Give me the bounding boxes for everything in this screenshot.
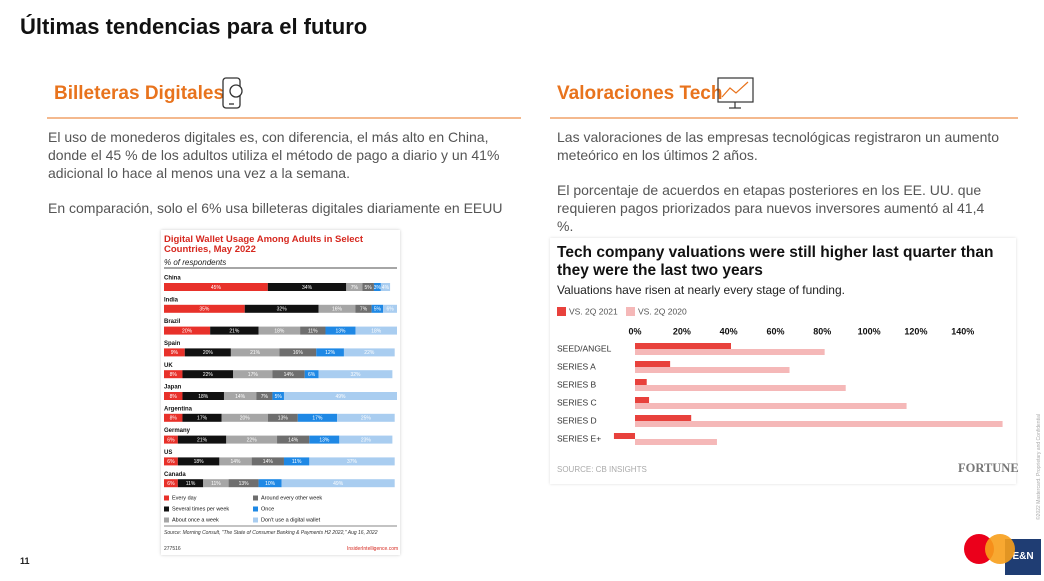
chart-brand: FORTUNE bbox=[958, 461, 1019, 475]
chart-icon bbox=[717, 77, 754, 109]
paragraph: El uso de monederos digitales es, con di… bbox=[48, 129, 500, 181]
page-number: 11 bbox=[20, 556, 30, 566]
badge: E&N bbox=[1005, 539, 1041, 575]
chart-subtitle: Valuations have risen at nearly every st… bbox=[557, 283, 845, 297]
chart-card bbox=[161, 230, 400, 555]
chart-code: 277516 bbox=[164, 546, 181, 552]
paragraph: Las valoraciones de las empresas tecnoló… bbox=[557, 129, 1000, 163]
legal-note: ©2022 Mastercard. Proprietary and Confid… bbox=[1036, 414, 1042, 520]
chart-source: SOURCE: CB INSIGHTS bbox=[557, 465, 647, 474]
logo-circle bbox=[964, 534, 994, 564]
wallet-icon bbox=[222, 77, 243, 109]
chart-site: InsiderIntelligence.com bbox=[347, 546, 399, 552]
slide-title: Últimas tendencias para el futuro bbox=[20, 14, 368, 39]
chart-title: Tech company valuations were still highe… bbox=[557, 244, 994, 279]
chart-title: Digital Wallet Usage Among Adults in Sel… bbox=[164, 234, 363, 255]
paragraph: En comparación, solo el 6% usa billetera… bbox=[48, 200, 503, 216]
chart-subtitle: % of respondents bbox=[164, 258, 227, 267]
paragraph: El porcentaje de acuerdos en etapas post… bbox=[557, 182, 985, 234]
section-heading: Billeteras Digitales bbox=[54, 83, 225, 104]
chart-source: Source: Morning Consult, "The State of C… bbox=[164, 530, 378, 536]
section-heading: Valoraciones Tech bbox=[557, 83, 723, 104]
